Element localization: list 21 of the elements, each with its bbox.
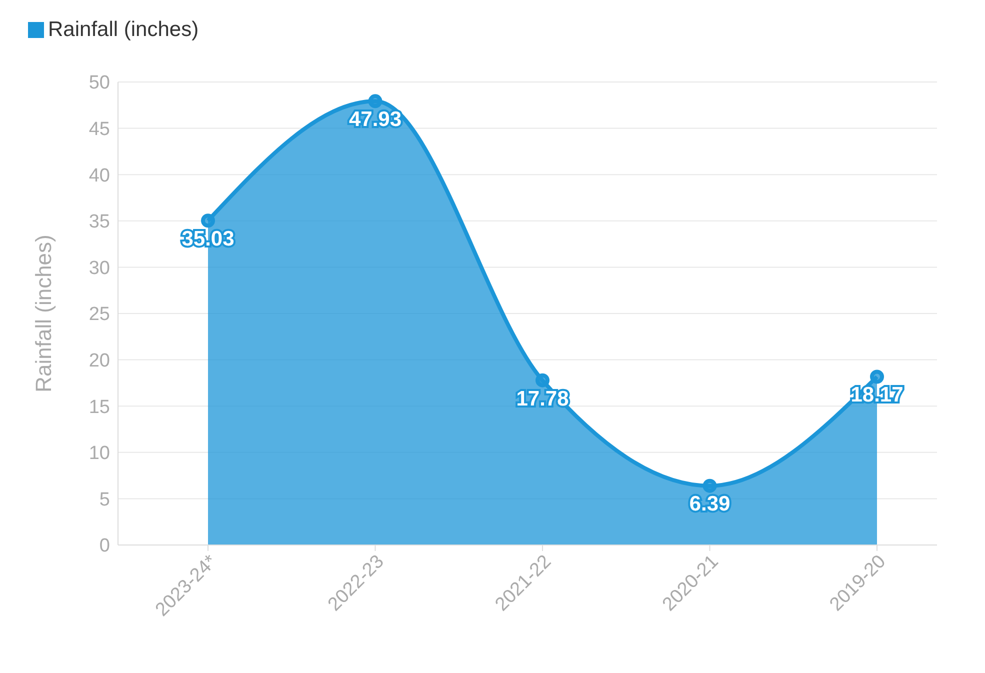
- data-label: 35.03: [182, 228, 234, 251]
- y-tick-label: 15: [88, 396, 110, 418]
- point: [870, 370, 884, 384]
- data-label: 6.39: [689, 492, 730, 516]
- y-tick-label: 25: [88, 304, 110, 326]
- point: [368, 94, 382, 108]
- point: [536, 373, 550, 388]
- y-tick-label: 0: [99, 536, 110, 557]
- point: [702, 478, 717, 493]
- y-tick-label: 30: [88, 258, 110, 279]
- y-axis-title: Rainfall (inches): [30, 234, 56, 392]
- y-tick-label: 45: [88, 119, 110, 140]
- y-tick-label: 5: [99, 489, 110, 510]
- data-label: 47.93: [348, 108, 402, 132]
- y-tick-label: 35: [88, 212, 110, 233]
- y-tick-label: 50: [88, 72, 110, 94]
- y-tick-label: 40: [88, 165, 110, 186]
- y-tick-label: 20: [88, 350, 110, 372]
- legend-label: Rainfall (inches): [48, 18, 199, 41]
- y-tick-label: 10: [88, 443, 110, 464]
- point: [201, 214, 215, 228]
